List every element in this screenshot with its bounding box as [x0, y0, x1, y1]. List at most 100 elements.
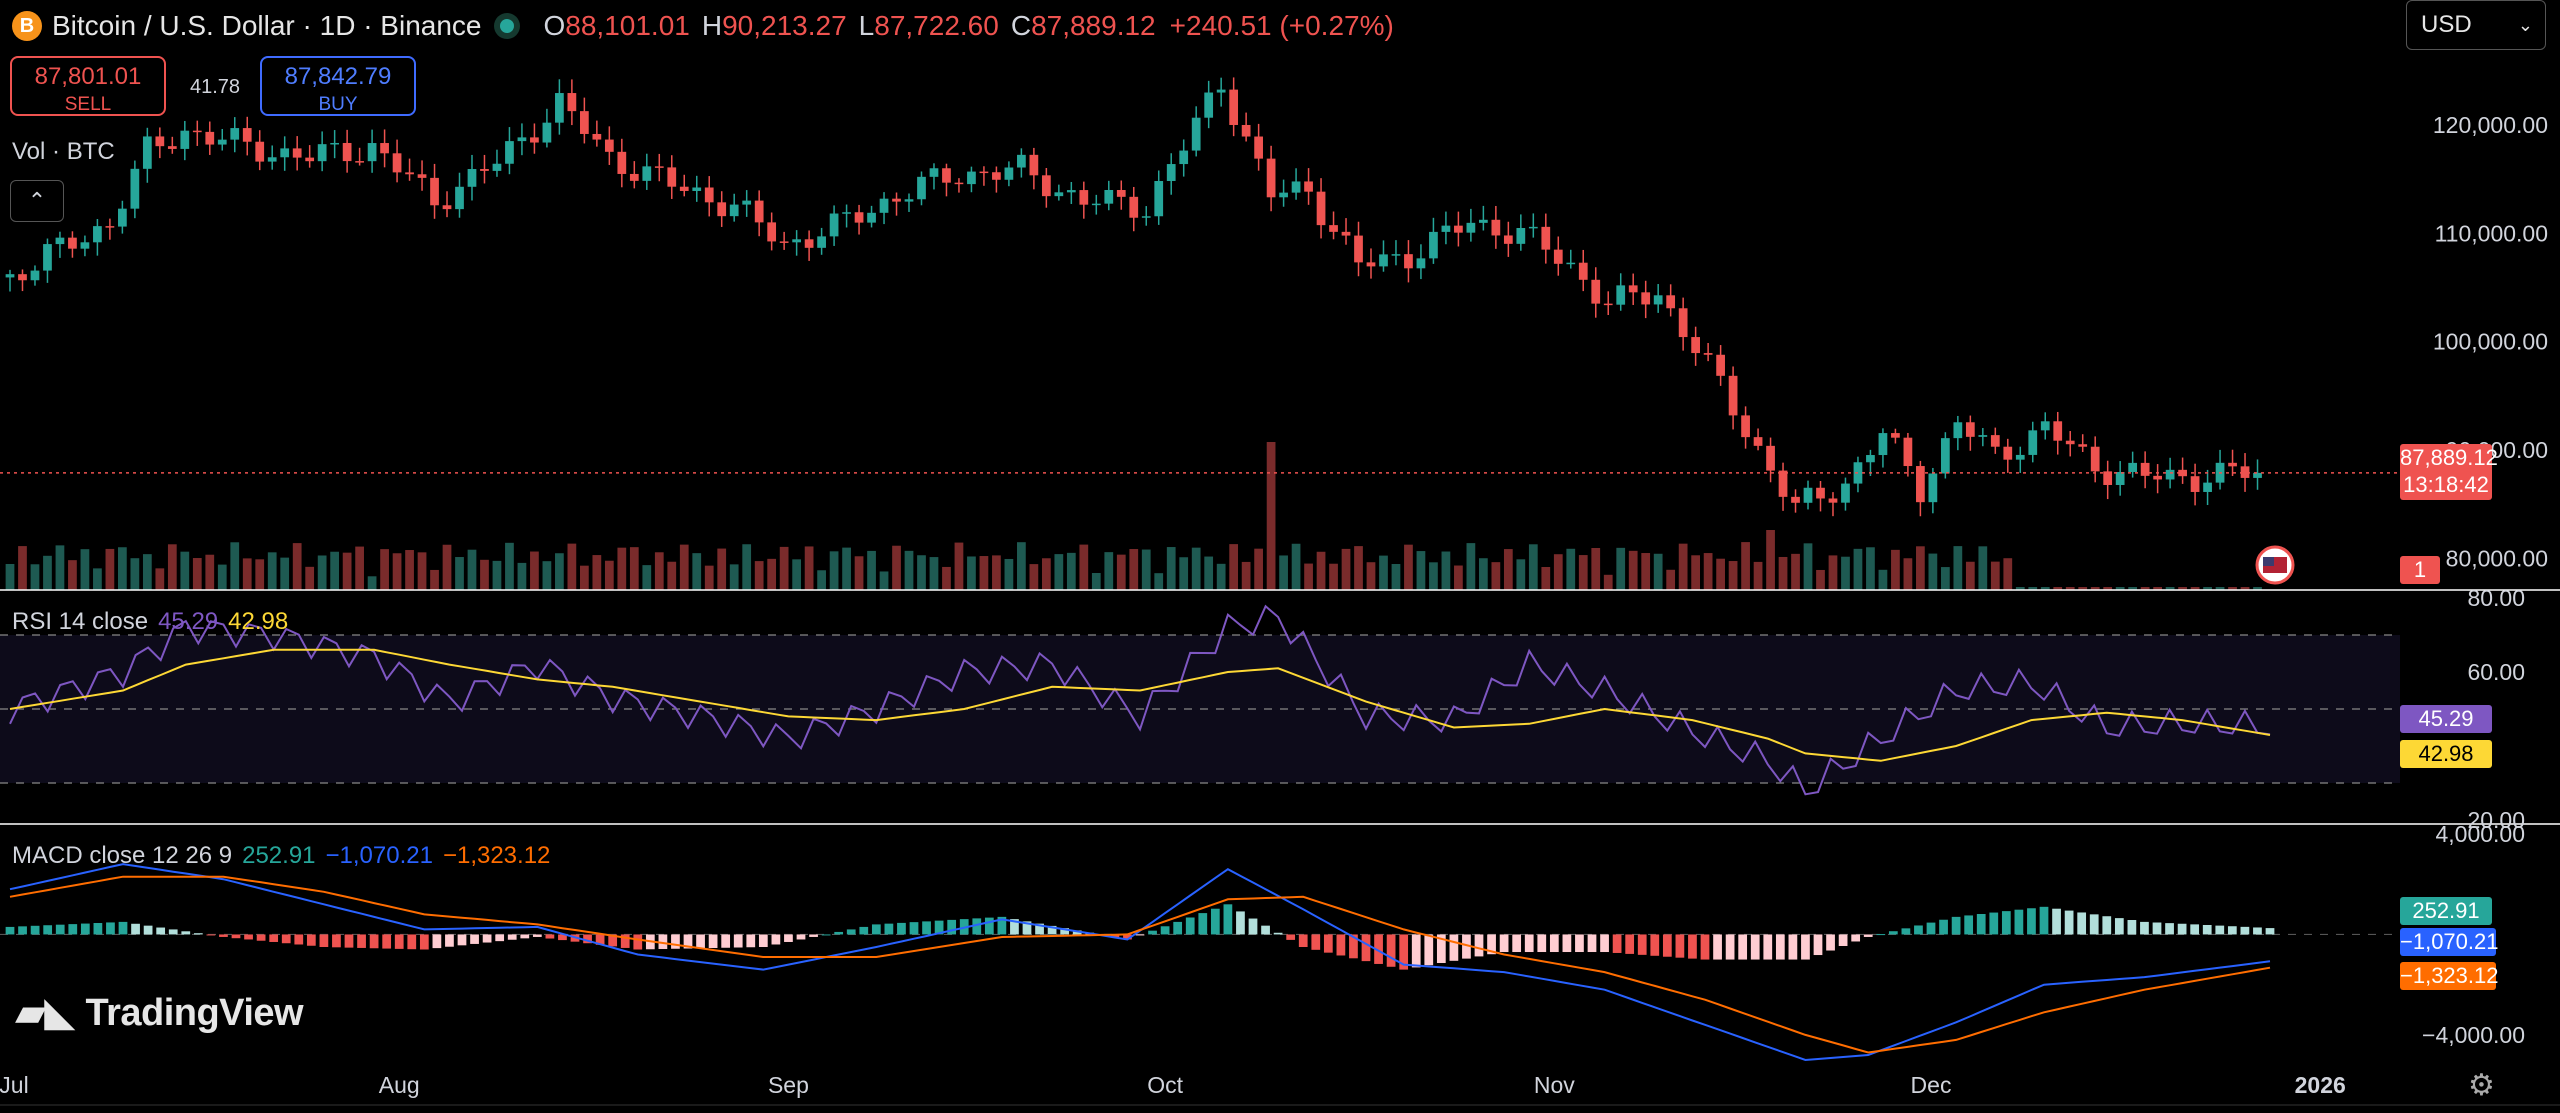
candle-body — [205, 131, 215, 145]
candle-body — [1953, 422, 1963, 439]
candle-body — [155, 136, 165, 147]
volume-bar — [1004, 558, 1014, 590]
macd-histogram-bar — [18, 926, 27, 935]
candle-body — [667, 167, 677, 187]
candle-body — [5, 274, 15, 278]
buy-button[interactable]: 87,842.79 BUY — [260, 56, 416, 116]
volume-bar — [1316, 551, 1326, 590]
collapse-button[interactable]: ⌃ — [10, 180, 64, 222]
sell-price: 87,801.01 — [34, 63, 142, 90]
macd-histogram-bar — [2127, 920, 2137, 935]
volume-bar — [1528, 544, 1538, 590]
macd-histogram-bar — [1725, 934, 1735, 960]
macd-histogram-bar — [1399, 934, 1409, 970]
macd-histogram-bar — [1361, 934, 1371, 962]
macd-histogram-bar — [1750, 934, 1760, 960]
spread-value: 41.78 — [190, 76, 241, 98]
alert-count-badge[interactable]: 1 — [2400, 556, 2440, 584]
volume-bar — [2178, 587, 2187, 590]
volume-bar — [267, 552, 277, 590]
candle-body — [779, 241, 789, 243]
macd-histogram-bar — [118, 921, 128, 935]
volume-bar — [292, 543, 302, 590]
rsi-ma-badge: 42.98 — [2400, 740, 2492, 768]
macd-histogram-bar — [445, 934, 454, 947]
macd-legend[interactable]: MACD close 12 26 9 252.91 −1,070.21 −1,323.… — [12, 842, 560, 870]
macd-histogram-bar — [545, 934, 555, 939]
tradingview-logo[interactable]: ▰◣ TradingView — [16, 990, 304, 1035]
candle-body — [217, 139, 227, 145]
macd-histogram-bar — [2227, 926, 2237, 935]
volume-bar — [2190, 587, 2200, 590]
tradingview-logo-icon: ▰◣ — [16, 992, 74, 1034]
macd-histogram-bar — [1675, 934, 1685, 958]
volume-bar — [767, 558, 777, 590]
sell-button[interactable]: 87,801.01 SELL — [10, 56, 166, 116]
candle-body — [2065, 440, 2075, 445]
macd-pane — [0, 863, 2400, 1062]
macd-hist-value: 252.91 — [242, 842, 316, 869]
candle-body — [1566, 262, 1576, 265]
macd-histogram-bar — [859, 926, 869, 935]
time-axis-label: Dec — [1911, 1072, 1952, 1098]
candle-body — [1304, 181, 1313, 192]
candle-body — [55, 237, 65, 245]
macd-histogram-bar — [633, 934, 643, 950]
candle-body — [767, 222, 777, 242]
settings-icon[interactable]: ⚙ — [2468, 1069, 2495, 1102]
macd-histogram-bar — [2001, 911, 2011, 935]
candle-body — [1166, 164, 1176, 182]
candle-body — [1766, 445, 1775, 471]
macd-histogram-bar — [1499, 934, 1509, 953]
candle-body — [1116, 189, 1126, 197]
candle-body — [342, 142, 352, 162]
volume-bar — [604, 560, 614, 590]
volume-bar — [505, 542, 514, 590]
macd-histogram-bar — [1876, 934, 1886, 936]
volume-bar — [1341, 548, 1351, 590]
macd-histogram-bar — [1738, 934, 1748, 960]
volume-bar — [742, 544, 752, 590]
candle-body — [1066, 190, 1076, 193]
rsi-axis-label: 20.00 — [2467, 807, 2525, 833]
candle-body — [555, 93, 564, 123]
macd-histogram-bar — [796, 934, 806, 940]
macd-histogram-bar — [595, 934, 605, 945]
candle-body — [1154, 181, 1164, 217]
volume-bar — [1653, 553, 1663, 590]
candle-body — [43, 244, 52, 271]
volume-bar — [917, 555, 926, 590]
symbol-title[interactable]: Bitcoin / U.S. Dollar · 1D · Binance — [52, 10, 482, 41]
macd-histogram-bar — [834, 931, 844, 935]
volume-bar — [1591, 547, 1601, 590]
candle-body — [917, 176, 926, 200]
candle-body — [792, 239, 801, 243]
rsi-legend[interactable]: RSI 14 close 45.29 42.98 — [12, 608, 298, 636]
volume-bar — [1828, 555, 1838, 590]
macd-value-badge: −1,070.21 — [2400, 928, 2499, 956]
candle-body — [1990, 435, 2000, 447]
candle-body — [1141, 216, 1151, 218]
macd-histogram-bar — [1662, 934, 1672, 957]
rsi-value-badge: 45.29 — [2400, 705, 2492, 733]
candle-body — [1204, 92, 1214, 118]
volume-bar — [342, 552, 352, 590]
candle-body — [2203, 482, 2212, 492]
macd-histogram-bar — [2265, 928, 2275, 935]
macd-histogram-bar — [2240, 926, 2250, 935]
candle-body — [1778, 470, 1788, 497]
candle-body — [1803, 487, 1813, 503]
macd-histogram-bar — [2014, 909, 2024, 935]
currency-select[interactable]: USD ⌄ — [2406, 0, 2546, 50]
volume-bar — [167, 544, 177, 590]
volume-bar — [142, 554, 152, 590]
volume-legend[interactable]: Vol · BTC — [12, 138, 115, 165]
volume-bar — [892, 545, 901, 590]
volume-bar — [1454, 565, 1463, 590]
candle-body — [1266, 158, 1276, 198]
candle-body — [1379, 254, 1388, 267]
candle-body — [1004, 167, 1014, 180]
macd-histogram-bar — [193, 933, 203, 935]
candle-body — [1578, 262, 1588, 280]
